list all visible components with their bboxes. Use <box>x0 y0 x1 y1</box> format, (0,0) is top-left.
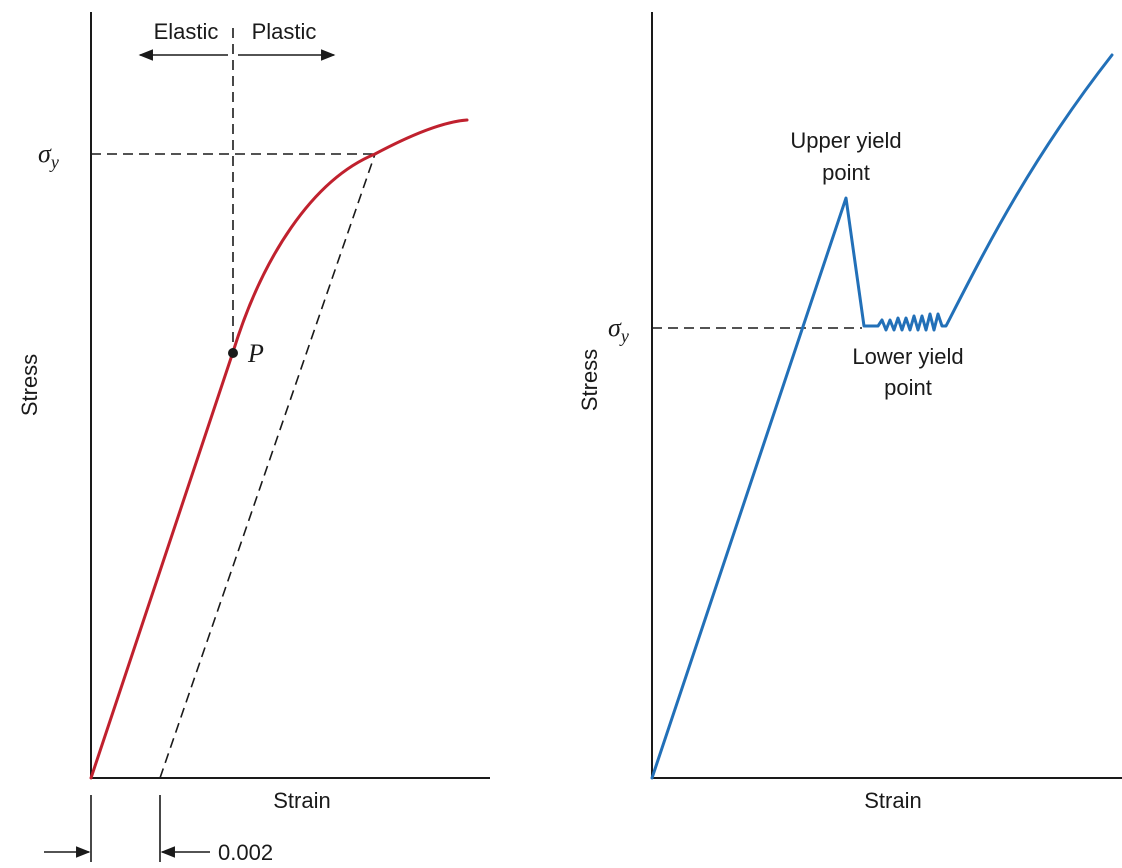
left-stress-strain-curve <box>89 118 469 780</box>
lower-yield-label-line2: point <box>884 375 932 400</box>
right-yield-symbol: σy <box>608 313 629 346</box>
right-y-axis-label: Stress <box>577 349 602 411</box>
plastic-label: Plastic <box>252 19 317 44</box>
elastic-label: Elastic <box>154 19 219 44</box>
lower-yield-label-line1: Lower yield <box>852 344 963 369</box>
upper-yield-label-line1: Upper yield <box>790 128 901 153</box>
right-panel: σy Upper yield point Lower yield point S… <box>577 12 1122 813</box>
left-axes <box>90 12 490 779</box>
right-x-axis-label: Strain <box>864 788 921 813</box>
offset-dashed-line <box>159 153 376 779</box>
left-x-axis-label: Strain <box>273 788 330 813</box>
proportional-limit-point <box>228 348 238 358</box>
left-y-axis-label: Stress <box>17 354 42 416</box>
point-p-label: P <box>247 339 264 368</box>
right-stress-strain-curve <box>650 53 1114 780</box>
left-panel: Elastic Plastic P σy Stress Strain 0.002 <box>17 12 490 865</box>
offset-label: 0.002 <box>218 840 273 865</box>
upper-yield-label-line2: point <box>822 160 870 185</box>
left-yield-symbol: σy <box>38 139 59 172</box>
